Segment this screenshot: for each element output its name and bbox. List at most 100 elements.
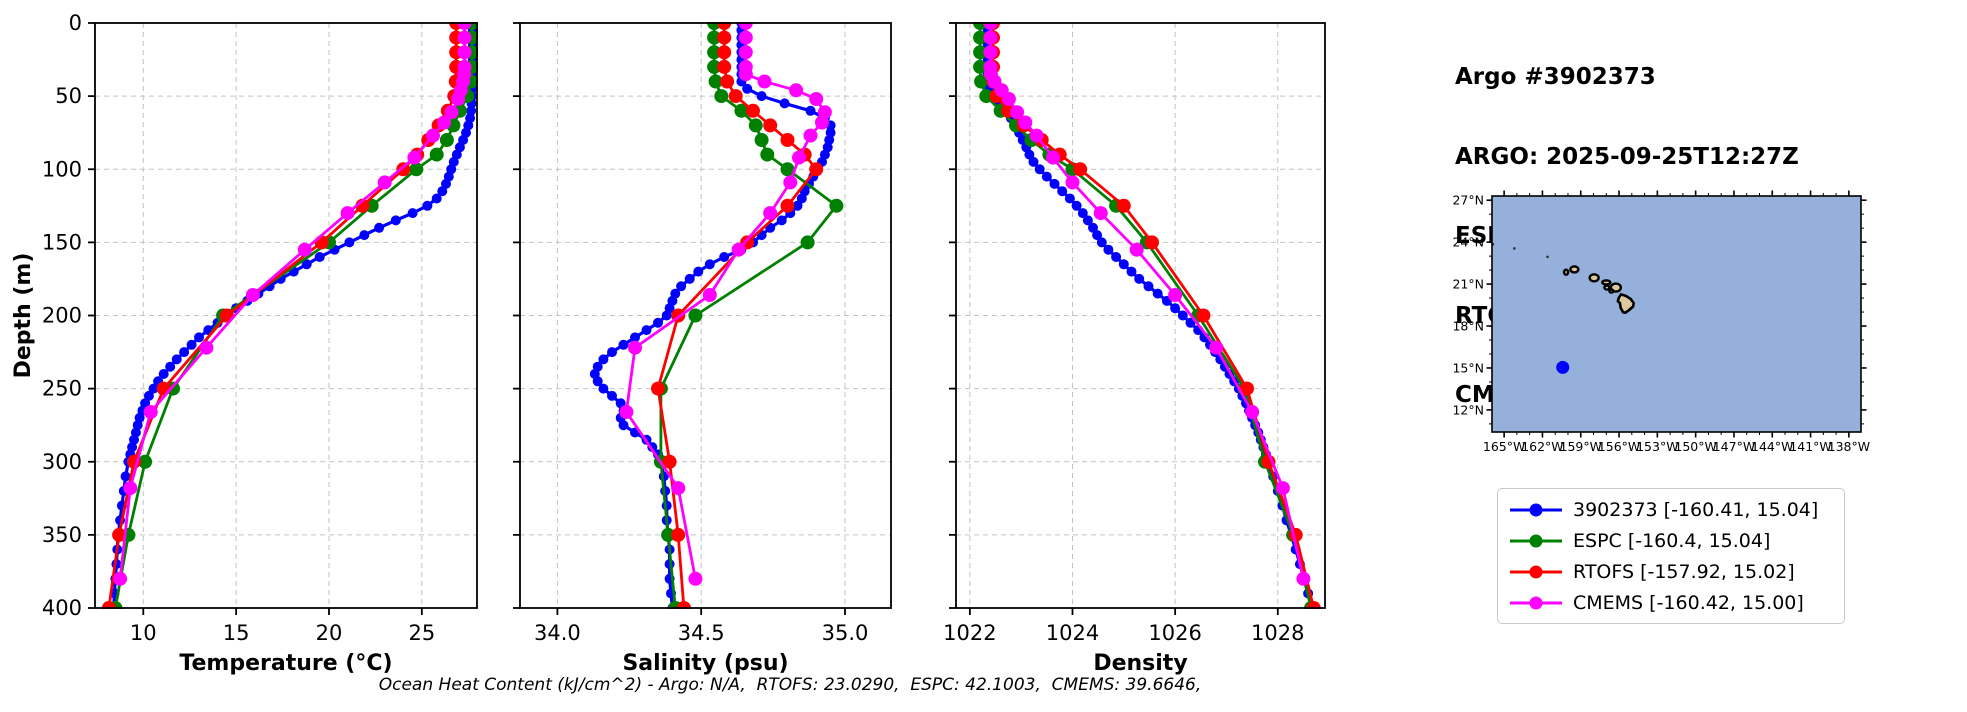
marker-cmems (457, 22, 472, 30)
series-rtofs-salinity (651, 22, 824, 609)
marker-argo (186, 339, 197, 350)
map-lon-label: 150°W (1674, 439, 1716, 454)
marker-argo (1064, 193, 1075, 204)
marker-argo (1028, 156, 1039, 167)
marker-argo (792, 200, 803, 211)
marker-rtofs (112, 527, 127, 542)
island-oahu (1588, 273, 1600, 283)
marker-cmems (738, 22, 753, 30)
island-kahoolawe (1608, 288, 1615, 294)
depth-tick-label: 50 (55, 84, 82, 108)
marker-espc (688, 308, 703, 323)
marker-argo (437, 186, 448, 197)
depth-tick-label: 150 (42, 230, 82, 254)
marker-cmems (688, 571, 703, 586)
depth-tick-label: 100 (42, 157, 82, 181)
marker-cmems (1168, 288, 1183, 302)
xlabel-salinity: Salinity (psu) (622, 651, 788, 676)
legend-item-espc: ESPC [-160.4, 15.04] (1508, 525, 1834, 556)
marker-rtofs (671, 527, 686, 542)
depth-tick-label: 0 (69, 11, 82, 35)
marker-argo (143, 390, 154, 401)
marker-cmems (1209, 340, 1224, 355)
marker-espc (780, 162, 795, 177)
map-lat-label: 27°N (1452, 193, 1484, 208)
marker-cmems (457, 45, 472, 60)
map-lon-label: 141°W (1789, 439, 1831, 454)
marker-cmems (671, 481, 686, 496)
marker-argo (592, 376, 603, 387)
xtick-label-density: 1028 (1251, 621, 1304, 645)
marker-cmems (437, 115, 452, 130)
xtick-label-salinity: 34.0 (534, 621, 581, 645)
marker-argo (1134, 273, 1145, 284)
marker-rtofs (763, 118, 778, 133)
series-cmems-salinity (619, 22, 832, 586)
marker-cmems (1275, 481, 1290, 496)
marker-cmems (983, 22, 998, 30)
marker-espc (708, 74, 723, 89)
xtick-label-temperature: 20 (316, 621, 343, 645)
marker-cmems (426, 128, 440, 143)
marker-argo (1057, 186, 1068, 197)
marker-espc (439, 133, 454, 147)
marker-argo (776, 215, 787, 226)
marker-argo (1103, 244, 1114, 255)
marker-argo (796, 193, 807, 204)
marker-argo (1152, 288, 1163, 299)
marker-argo (1143, 281, 1154, 292)
title-argo-time: ARGO: 2025-09-25T12:27Z (1455, 143, 1799, 170)
marker-argo (618, 339, 629, 350)
marker-rtofs (101, 601, 116, 609)
marker-cmems (451, 92, 466, 106)
marker-rtofs (1073, 162, 1088, 177)
xlabel-density: Density (1093, 651, 1187, 676)
island-kauai (1569, 265, 1580, 274)
map-lon-label: 165°W (1483, 439, 1525, 454)
marker-rtofs (1145, 235, 1159, 250)
marker-cmems (763, 206, 778, 221)
marker-argo (194, 332, 204, 343)
marker-argo (1126, 266, 1137, 277)
panel-salinity: 34.0 34.5 35.0 Salinity (psu) (513, 22, 892, 676)
legend-label-espc: ESPC [-160.4, 15.04] (1573, 529, 1771, 552)
marker-argo (148, 383, 159, 394)
marker-argo (684, 273, 695, 284)
legend-label-cmems: CMEMS [-160.42, 15.00] (1573, 591, 1804, 614)
marker-cmems (1093, 206, 1108, 221)
map-lon-label: 147°W (1713, 439, 1755, 454)
marker-cmems (113, 571, 128, 586)
marker-rtofs (1240, 381, 1254, 396)
marker-cmems (731, 242, 746, 257)
marker-argo (359, 230, 370, 241)
marker-cmems (340, 206, 355, 221)
legend-marker-rtofs (1510, 565, 1562, 578)
marker-argo (1071, 200, 1082, 211)
map-lon-label: 159°W (1560, 439, 1602, 454)
marker-argo (693, 266, 704, 277)
marker-argo (618, 420, 629, 431)
marker-cmems (1010, 105, 1025, 120)
marker-argo (1096, 237, 1107, 248)
marker-argo (1041, 171, 1052, 182)
line-cmems (989, 23, 1305, 580)
marker-rtofs (662, 454, 677, 469)
marker-rtofs (780, 133, 795, 147)
marker-espc (973, 45, 988, 60)
xtick-label-density: 1026 (1148, 621, 1201, 645)
marker-cmems (297, 242, 312, 257)
marker-cmems (1046, 150, 1060, 165)
marker-argo (344, 237, 355, 248)
legend-item-cmems: CMEMS [-160.42, 15.00] (1508, 587, 1834, 618)
marker-espc (800, 235, 815, 250)
marker-cmems (789, 83, 804, 98)
gridlines-salinity (520, 22, 891, 609)
marker-cmems (1245, 405, 1260, 419)
panel-temperature: 10 15 20 25050100150200250300350400Temperat… (42, 11, 478, 676)
marker-argo (805, 105, 816, 116)
map-lon-label: 153°W (1636, 439, 1678, 454)
marker-cmems (619, 405, 634, 419)
marker-argo (1077, 208, 1088, 219)
marker-rtofs (1196, 308, 1211, 323)
marker-argo (120, 471, 131, 482)
